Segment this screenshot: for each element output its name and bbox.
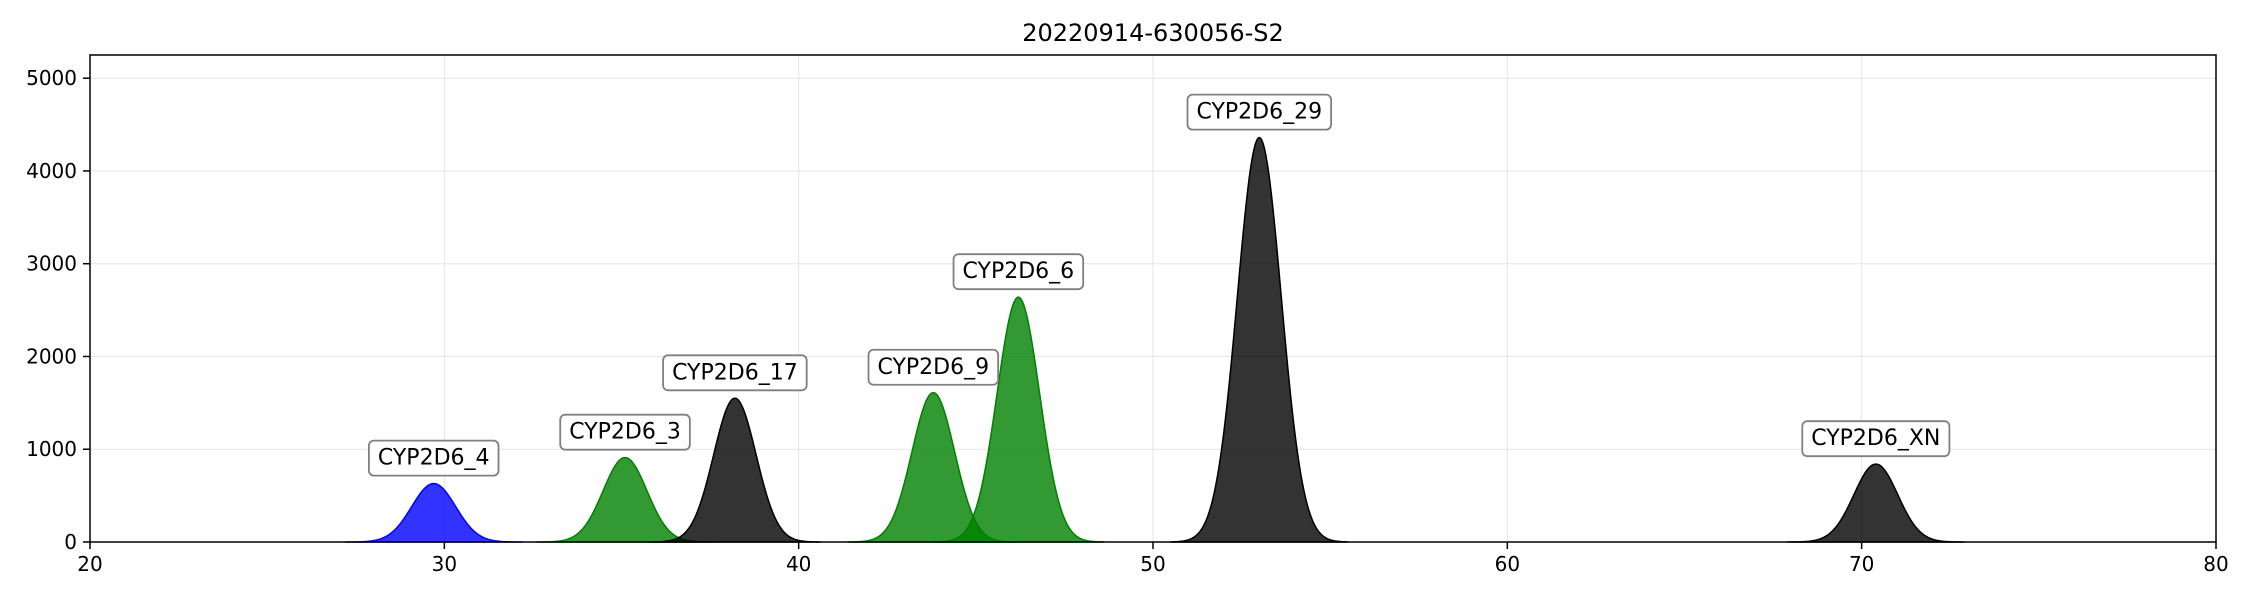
peak-label-cyp2d6-29: CYP2D6_29 bbox=[1186, 93, 1333, 131]
y-tick-label: 1000 bbox=[26, 437, 77, 461]
peak-label-box bbox=[867, 348, 1000, 386]
x-tick-label: 30 bbox=[432, 552, 457, 576]
x-tick-label: 50 bbox=[1140, 552, 1165, 576]
x-tick-label: 80 bbox=[2203, 552, 2228, 576]
peak-label-box bbox=[1186, 93, 1333, 131]
peak-label-text: CYP2D6_XN bbox=[1811, 426, 1940, 451]
peak-label-text: CYP2D6_29 bbox=[1196, 100, 1322, 125]
peak-label-text: CYP2D6_4 bbox=[378, 446, 490, 471]
x-tick-label: 40 bbox=[786, 552, 811, 576]
peak-label-text: CYP2D6_17 bbox=[672, 360, 798, 385]
peak-label-cyp2d6-xn: CYP2D6_XN bbox=[1801, 420, 1951, 458]
y-tick-label: 5000 bbox=[26, 66, 77, 90]
y-tick-label: 3000 bbox=[26, 252, 77, 276]
y-tick-label: 2000 bbox=[26, 344, 77, 368]
y-tick-label: 4000 bbox=[26, 159, 77, 183]
peaks-layer bbox=[345, 136, 1965, 543]
peak-label-cyp2d6-17: CYP2D6_17 bbox=[662, 354, 808, 392]
peak-label-text: CYP2D6_9 bbox=[878, 355, 990, 380]
peak-cyp2d6-4 bbox=[345, 482, 523, 543]
peak-label-cyp2d6-9: CYP2D6_9 bbox=[867, 348, 1000, 386]
peak-label-box bbox=[559, 413, 691, 451]
y-tick-label: 0 bbox=[64, 530, 77, 554]
peak-cyp2d6-3 bbox=[536, 456, 714, 543]
peak-cyp2d6-17 bbox=[649, 397, 821, 543]
peak-label-box bbox=[952, 253, 1085, 291]
chart-title: 20220914-630056-S2 bbox=[1022, 19, 1284, 47]
peak-label-text: CYP2D6_6 bbox=[963, 259, 1075, 284]
peak-cyp2d6-xn bbox=[1787, 463, 1965, 543]
x-tick-label: 20 bbox=[77, 552, 102, 576]
peak-label-box bbox=[1801, 420, 1951, 458]
peak-label-cyp2d6-4: CYP2D6_4 bbox=[367, 439, 500, 477]
x-tick-label: 60 bbox=[1495, 552, 1520, 576]
peak-label-text: CYP2D6_3 bbox=[569, 420, 681, 445]
peak-label-box bbox=[662, 354, 808, 392]
peak-label-cyp2d6-3: CYP2D6_3 bbox=[559, 413, 691, 451]
peak-label-box bbox=[367, 439, 500, 477]
labels-layer: CYP2D6_4 CYP2D6_3 CYP2D6_17 CYP2D6_9 CYP2D6_… bbox=[367, 93, 1951, 477]
peak-cyp2d6-6 bbox=[932, 296, 1105, 543]
peak-label-cyp2d6-6: CYP2D6_6 bbox=[952, 253, 1085, 291]
peak-cyp2d6-29 bbox=[1170, 136, 1348, 543]
axes-layer: 20 30 40 50 60 70 80 0 1000 2000 3000 4000 5000 bbox=[26, 66, 2229, 576]
x-tick-label: 70 bbox=[1849, 552, 1874, 576]
